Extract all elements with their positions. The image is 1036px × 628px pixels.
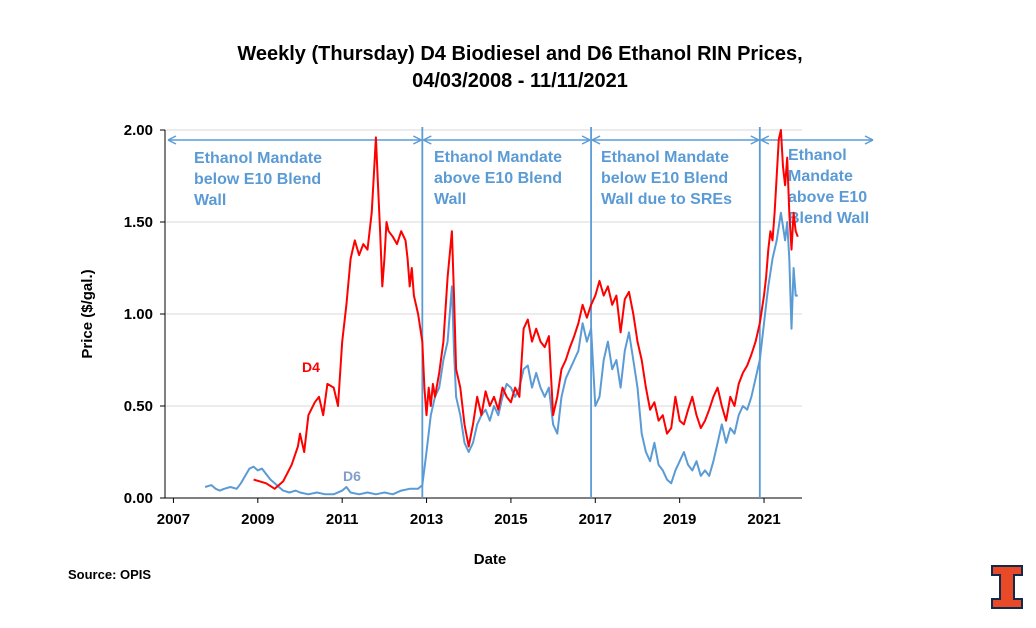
regime-label-line: below E10 Blend [601, 170, 728, 187]
series-line-d4 [253, 129, 799, 490]
regime-label-line: Ethanol Mandate [194, 150, 322, 167]
regime-label-line: above E10 Blend [434, 170, 562, 187]
x-tick-label: 2021 [747, 511, 780, 528]
y-axis-label: Price ($/gal.) [79, 269, 96, 358]
arrow-head [591, 135, 601, 145]
y-axis-ticks: 0.00 0.50 1.00 1.50 2.00 [124, 122, 165, 507]
regime-label-line: Wall due to SREs [601, 191, 732, 208]
series-label-d4: D4 [302, 359, 320, 375]
regime-label-line: Ethanol Mandate [601, 149, 729, 166]
x-tick-label: 2011 [326, 511, 359, 528]
regime-label-line: Wall [434, 191, 466, 208]
arrow-head [412, 135, 422, 145]
arrow-head [422, 135, 432, 145]
y-tick-label: 1.50 [124, 214, 153, 231]
x-tick-label: 2007 [157, 511, 190, 528]
y-tick-label: 0.50 [124, 398, 153, 415]
regime-label-line: Ethanol Mandate [434, 149, 562, 166]
source-note: Source: OPIS [68, 567, 151, 582]
chart-title-line2: 04/03/2008 - 11/11/2021 [412, 70, 628, 92]
arrow-head [750, 135, 760, 145]
x-tick-label: 2009 [241, 511, 274, 528]
block-i-logo-icon [991, 565, 1023, 609]
regime-dividers [421, 127, 761, 498]
regime-label-line: below E10 Blend [194, 171, 321, 188]
arrow-head [167, 135, 177, 145]
x-tick-label: 2017 [579, 511, 612, 528]
y-tick-label: 2.00 [124, 122, 153, 139]
regime-label-line: Blend Wall [788, 210, 869, 227]
chart-title-line1: Weekly (Thursday) D4 Biodiesel and D6 Et… [237, 43, 802, 65]
regime-label-line: above E10 [788, 189, 867, 206]
y-tick-label: 1.00 [124, 306, 153, 323]
series-label-d6: D6 [343, 468, 361, 484]
x-tick-label: 2015 [494, 511, 527, 528]
x-axis-label: Date [474, 551, 507, 568]
series-line-d6 [204, 211, 798, 496]
regime-label-line: Ethanol [788, 147, 847, 164]
arrow-head [581, 135, 591, 145]
regime-label-line: Mandate [788, 168, 853, 185]
y-tick-label: 0.00 [124, 490, 153, 507]
arrow-head [760, 135, 770, 145]
regime-arrows [167, 135, 874, 145]
x-tick-label: 2019 [663, 511, 696, 528]
x-axis-ticks: 2007 2009 2011 2013 2015 2017 2019 2021 [157, 498, 781, 528]
regime-labels: Ethanol Mandate below E10 Blend Wall Ethano… [194, 147, 869, 227]
x-tick-label: 2013 [410, 511, 443, 528]
regime-label-line: Wall [194, 192, 226, 209]
arrow-head [864, 135, 874, 145]
